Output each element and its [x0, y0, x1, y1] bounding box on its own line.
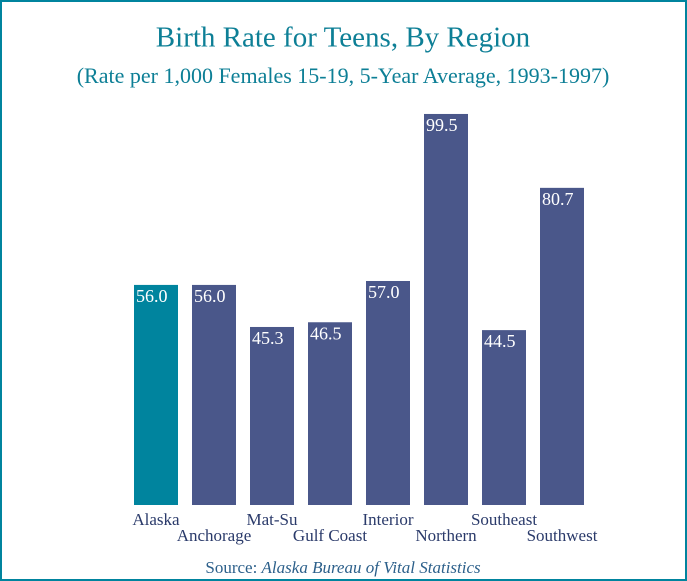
bar	[540, 187, 584, 505]
bar	[308, 322, 352, 505]
x-tick-label: Anchorage	[177, 526, 252, 545]
x-tick-label: Mat-Su	[247, 510, 299, 529]
chart-title: Birth Rate for Teens, By Region	[156, 22, 531, 54]
bar	[250, 326, 294, 505]
source-text: Alaska Bureau of Vital Statistics	[261, 558, 481, 577]
chart-subtitle: (Rate per 1,000 Females 15-19, 5-Year Av…	[77, 63, 610, 88]
value-label: 57.0	[368, 282, 400, 302]
x-tick-label: Alaska	[132, 510, 180, 529]
bar	[192, 284, 236, 505]
value-label: 80.7	[542, 189, 574, 209]
x-tick-label: Southeast	[471, 510, 537, 529]
value-label: 45.3	[252, 328, 284, 348]
value-label: 56.0	[194, 286, 226, 306]
value-label: 46.5	[310, 323, 342, 343]
bar	[424, 113, 468, 505]
x-tick-label: Southwest	[527, 526, 598, 545]
value-label: 99.5	[426, 115, 458, 135]
bar	[366, 280, 410, 505]
bar	[482, 330, 526, 505]
source-label: Source:	[205, 558, 257, 577]
bar	[134, 284, 178, 505]
x-tick-label: Interior	[363, 510, 414, 529]
x-tick-label: Gulf Coast	[293, 526, 367, 545]
value-label: 44.5	[484, 331, 516, 351]
value-label: 56.0	[136, 286, 168, 306]
source: Source: Alaska Bureau of Vital Statistic…	[205, 558, 481, 577]
x-tick-label: Northern	[415, 526, 477, 545]
